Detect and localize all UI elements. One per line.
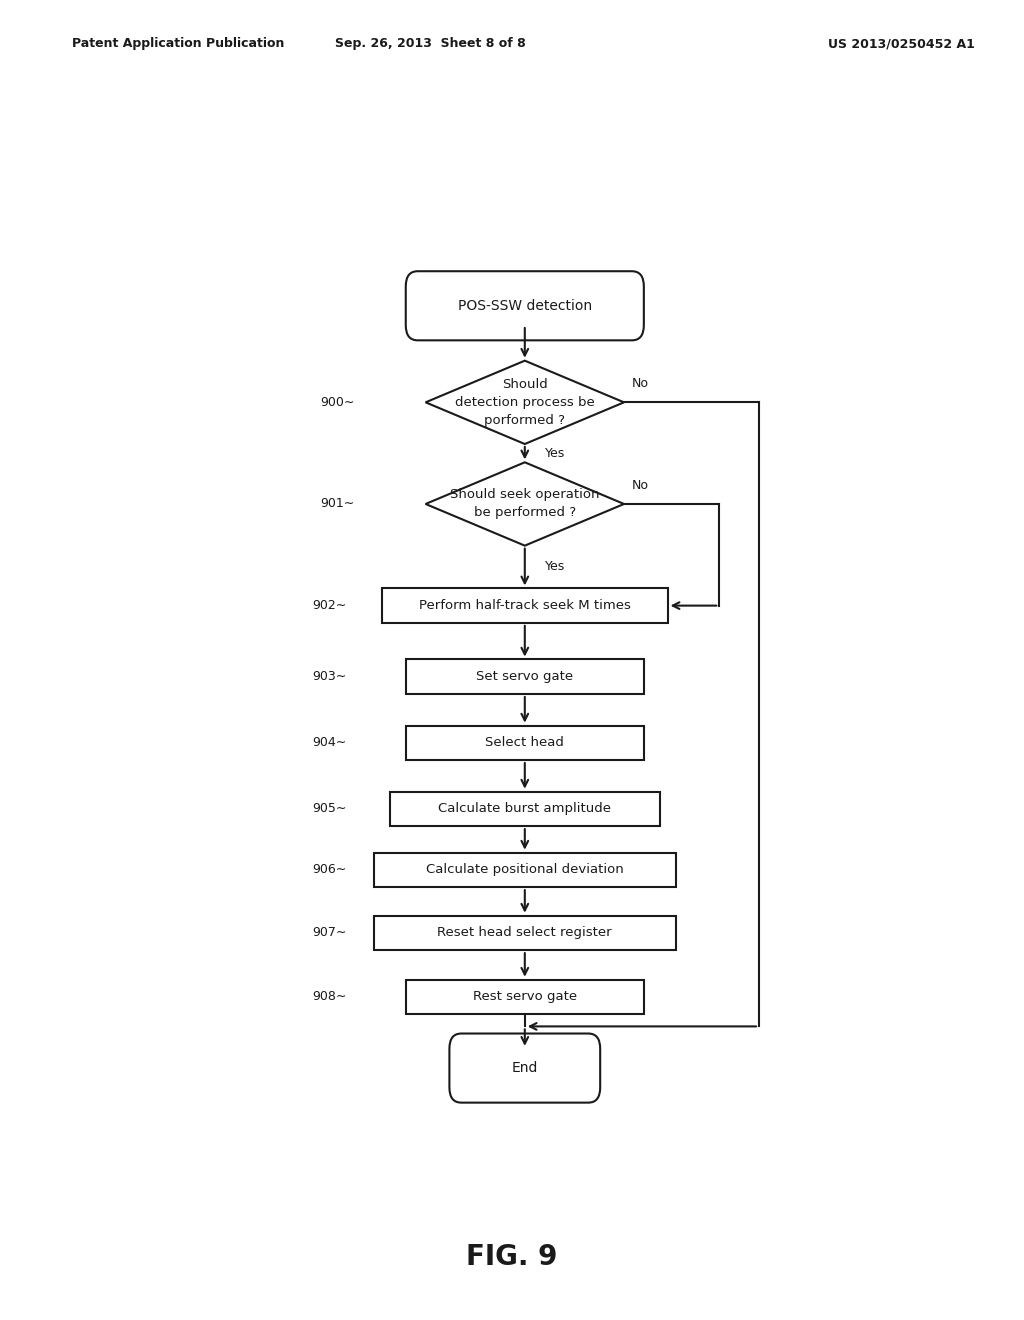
Text: Rest servo gate: Rest servo gate <box>473 990 577 1003</box>
Text: 905∼: 905∼ <box>312 803 346 816</box>
Text: Reset head select register: Reset head select register <box>437 927 612 940</box>
Text: 900∼: 900∼ <box>319 396 354 409</box>
Bar <box>374 853 676 887</box>
Text: 902∼: 902∼ <box>312 599 346 612</box>
Text: Select head: Select head <box>485 737 564 750</box>
Text: 906∼: 906∼ <box>312 863 346 876</box>
Text: No: No <box>632 479 649 492</box>
Text: 901∼: 901∼ <box>319 498 354 511</box>
Polygon shape <box>426 462 624 545</box>
Text: Yes: Yes <box>545 446 565 459</box>
Text: Calculate burst amplitude: Calculate burst amplitude <box>438 803 611 816</box>
Text: 908∼: 908∼ <box>312 990 346 1003</box>
Text: Set servo gate: Set servo gate <box>476 671 573 684</box>
Text: Sep. 26, 2013  Sheet 8 of 8: Sep. 26, 2013 Sheet 8 of 8 <box>335 37 525 50</box>
FancyBboxPatch shape <box>450 1034 600 1102</box>
Text: 903∼: 903∼ <box>312 671 346 684</box>
Bar <box>390 792 659 826</box>
Bar <box>406 660 644 694</box>
Bar <box>382 589 668 623</box>
FancyBboxPatch shape <box>406 271 644 341</box>
Text: Yes: Yes <box>545 561 565 573</box>
Text: Patent Application Publication: Patent Application Publication <box>72 37 284 50</box>
Text: US 2013/0250452 A1: US 2013/0250452 A1 <box>827 37 975 50</box>
Text: POS-SSW detection: POS-SSW detection <box>458 298 592 313</box>
Text: FIG. 9: FIG. 9 <box>466 1242 558 1271</box>
Text: Calculate positional deviation: Calculate positional deviation <box>426 863 624 876</box>
Text: 907∼: 907∼ <box>312 927 346 940</box>
Polygon shape <box>426 360 624 444</box>
Text: End: End <box>512 1061 538 1074</box>
Text: Should
detection process be
porformed ?: Should detection process be porformed ? <box>455 378 595 426</box>
Text: Perform half-track seek M times: Perform half-track seek M times <box>419 599 631 612</box>
Bar <box>406 979 644 1014</box>
Text: No: No <box>632 378 649 391</box>
Text: Should seek operation
be performed ?: Should seek operation be performed ? <box>451 488 599 520</box>
Bar <box>406 726 644 760</box>
Bar <box>374 916 676 950</box>
Text: 904∼: 904∼ <box>312 737 346 750</box>
